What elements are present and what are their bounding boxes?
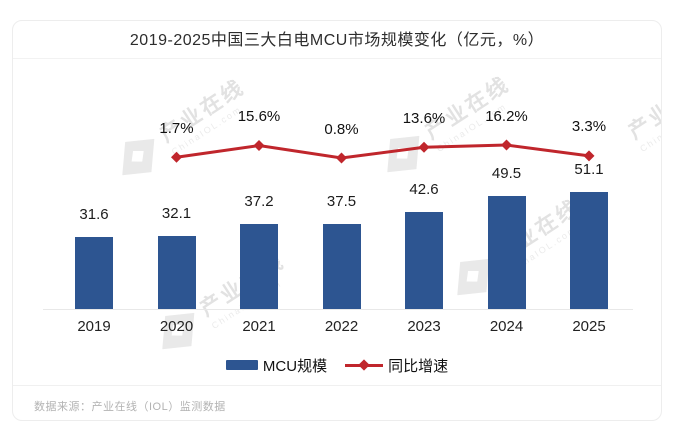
legend-item-bar: MCU规模 xyxy=(225,355,328,376)
growth-value-label: 16.2% xyxy=(485,107,528,125)
x-axis-label: 2025 xyxy=(572,318,606,335)
x-axis-label: 2022 xyxy=(324,318,359,335)
growth-value-label: 13.6% xyxy=(402,109,446,127)
line-marker-diamond-icon xyxy=(171,151,182,163)
x-axis-label: 2023 xyxy=(407,318,441,335)
line-marker-diamond-icon xyxy=(336,152,347,164)
line-legend-diamond-icon xyxy=(358,359,370,371)
title-divider xyxy=(13,58,661,59)
x-axis-label: 2021 xyxy=(242,318,276,335)
legend-item-line: 同比增速 xyxy=(345,355,448,376)
bar-value-label: 51.1 xyxy=(574,161,604,178)
bar-2019 xyxy=(75,237,113,309)
bar-value-label: 31.6 xyxy=(79,206,109,223)
x-axis-label: 2024 xyxy=(489,318,524,335)
growth-value-label: 1.7% xyxy=(159,119,194,137)
bar-value-label: 49.5 xyxy=(491,165,522,182)
line-marker-diamond-icon xyxy=(418,141,430,153)
line-legend-swatch xyxy=(345,359,384,371)
growth-value-label: 0.8% xyxy=(324,120,359,138)
bar-2023 xyxy=(405,212,443,309)
bar-2024 xyxy=(487,196,526,309)
bar-2020 xyxy=(157,236,196,309)
line-marker-diamond-icon xyxy=(501,139,512,151)
growth-value-label: 15.6% xyxy=(237,108,281,126)
bar-2025 xyxy=(570,192,608,309)
bar-value-label: 32.1 xyxy=(161,205,192,222)
bar-2021 xyxy=(240,224,278,309)
x-axis-label: 2019 xyxy=(77,318,111,335)
footer-divider xyxy=(13,385,661,386)
bar-value-label: 37.2 xyxy=(244,193,274,210)
bar-legend-label: MCU规模 xyxy=(262,357,328,375)
legend: MCU规模 同比增速 xyxy=(13,355,661,375)
bar-value-label: 42.6 xyxy=(409,181,439,198)
bar-2022 xyxy=(322,224,361,309)
growth-value-label: 3.3% xyxy=(571,118,607,136)
line-marker-diamond-icon xyxy=(583,150,595,162)
x-axis-label: 2020 xyxy=(159,318,194,335)
bar-legend-swatch xyxy=(225,360,258,370)
x-axis-line xyxy=(43,309,633,310)
plot-area: 31.6 2019 32.1 2020 1.7% 37.2 2021 15.6% 37.5 202… xyxy=(13,21,661,420)
source-note: 数据来源：产业在线（IOL）监测数据 xyxy=(34,401,226,413)
bar-value-label: 37.5 xyxy=(326,193,357,210)
chart-card: 2019-2025中国三大白电MCU市场规模变化（亿元，%） 产业在线 Chin… xyxy=(12,20,662,421)
line-legend-label: 同比增速 xyxy=(388,357,449,375)
growth-line xyxy=(171,139,595,164)
chart-title: 2019-2025中国三大白电MCU市场规模变化（亿元，%） xyxy=(129,32,545,49)
line-marker-diamond-icon xyxy=(253,140,265,152)
